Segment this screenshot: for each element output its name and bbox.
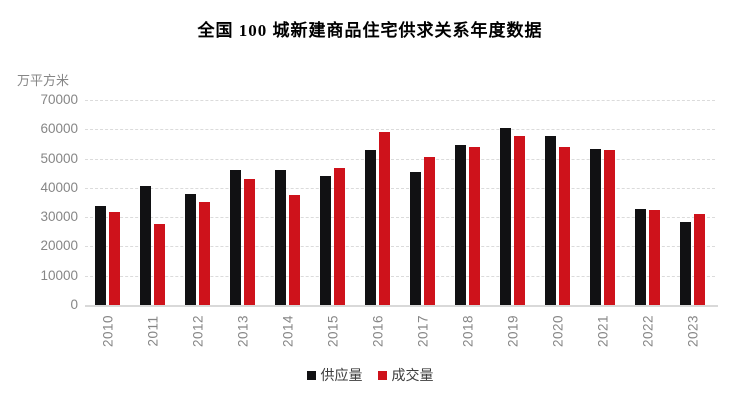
y-axis-unit-label: 万平方米 bbox=[17, 73, 70, 88]
y-tick-label: 50000 bbox=[40, 150, 78, 166]
gridline bbox=[85, 187, 715, 189]
transaction-bar bbox=[289, 195, 300, 305]
x-tick-label: 2013 bbox=[235, 314, 250, 348]
gridline bbox=[85, 158, 715, 160]
bar-group bbox=[220, 100, 265, 305]
transaction-bar bbox=[334, 168, 345, 305]
legend: 供应量 成交量 bbox=[0, 365, 740, 385]
supply-bar bbox=[365, 150, 376, 305]
x-axis-tick-labels: 2010 2011 2012 2013 2014 2015 2016 2017 2018 2019… bbox=[85, 309, 715, 353]
legend-item-transaction: 成交量 bbox=[377, 365, 434, 385]
x-tick-cell: 2011 bbox=[130, 309, 175, 353]
supply-bar bbox=[410, 172, 421, 305]
transaction-bar bbox=[424, 157, 435, 305]
bar-series-container bbox=[85, 100, 715, 305]
supply-bar bbox=[680, 221, 691, 305]
transaction-bar bbox=[469, 147, 480, 305]
transaction-bar bbox=[109, 212, 120, 305]
supply-bar bbox=[500, 128, 511, 305]
x-tick-cell: 2023 bbox=[670, 309, 715, 353]
bar-group bbox=[490, 100, 535, 305]
bar-group bbox=[625, 100, 670, 305]
gridline bbox=[85, 217, 715, 219]
y-tick-label: 10000 bbox=[40, 267, 78, 283]
supply-bar bbox=[320, 176, 331, 305]
x-tick-cell: 2019 bbox=[490, 309, 535, 353]
supply-bar bbox=[95, 205, 106, 305]
bar-group bbox=[355, 100, 400, 305]
y-tick-label: 30000 bbox=[40, 209, 78, 225]
supply-bar bbox=[185, 194, 196, 305]
x-tick-cell: 2012 bbox=[175, 309, 220, 353]
transaction-bar bbox=[154, 224, 165, 305]
x-tick-cell: 2022 bbox=[625, 309, 670, 353]
bar-group bbox=[670, 100, 715, 305]
x-tick-label: 2015 bbox=[325, 314, 340, 348]
x-tick-label: 2014 bbox=[280, 314, 295, 348]
x-tick-label: 2021 bbox=[595, 314, 610, 348]
supply-bar bbox=[275, 170, 286, 305]
y-axis-tick-labels: 0 10000 20000 30000 40000 50000 60000 70000 bbox=[0, 0, 78, 406]
plot-area bbox=[85, 100, 718, 307]
gridline bbox=[85, 129, 715, 131]
x-tick-cell: 2016 bbox=[355, 309, 400, 353]
transaction-bar bbox=[514, 135, 525, 305]
bar-group bbox=[265, 100, 310, 305]
x-tick-label: 2012 bbox=[190, 314, 205, 348]
y-tick-label: 70000 bbox=[40, 92, 78, 107]
x-tick-cell: 2018 bbox=[445, 309, 490, 353]
x-tick-cell: 2010 bbox=[85, 309, 130, 353]
supply-bar bbox=[590, 148, 601, 305]
x-tick-cell: 2020 bbox=[535, 309, 580, 353]
x-tick-cell: 2014 bbox=[265, 309, 310, 353]
supply-bar bbox=[140, 186, 151, 305]
bar-group bbox=[310, 100, 355, 305]
x-tick-label: 2023 bbox=[685, 314, 700, 348]
legend-label: 成交量 bbox=[391, 367, 434, 383]
transaction-bar bbox=[379, 131, 390, 305]
x-tick-cell: 2021 bbox=[580, 309, 625, 353]
chart-title: 全国 100 城新建商品住宅供求关系年度数据 bbox=[197, 21, 543, 40]
transaction-bar bbox=[199, 201, 210, 305]
bar-group bbox=[85, 100, 130, 305]
legend-swatch-icon bbox=[377, 370, 387, 380]
bar-group bbox=[535, 100, 580, 305]
transaction-bar bbox=[649, 210, 660, 305]
x-tick-label: 2022 bbox=[640, 314, 655, 348]
x-tick-cell: 2013 bbox=[220, 309, 265, 353]
x-tick-label: 2018 bbox=[460, 314, 475, 348]
x-tick-cell: 2017 bbox=[400, 309, 445, 353]
x-tick-label: 2016 bbox=[370, 314, 385, 348]
bar-group bbox=[580, 100, 625, 305]
y-tick-label: 60000 bbox=[40, 121, 78, 137]
bar-group bbox=[130, 100, 175, 305]
supply-bar bbox=[635, 208, 646, 305]
y-tick-label: 40000 bbox=[40, 179, 78, 195]
x-tick-label: 2019 bbox=[505, 314, 520, 348]
supply-bar bbox=[545, 135, 556, 305]
y-tick-label: 0 bbox=[70, 297, 78, 312]
x-tick-label: 2020 bbox=[550, 314, 565, 348]
x-tick-cell: 2015 bbox=[310, 309, 355, 353]
bar-group bbox=[445, 100, 490, 305]
x-tick-label: 2011 bbox=[145, 315, 160, 347]
legend-swatch-icon bbox=[306, 370, 316, 380]
transaction-bar bbox=[604, 150, 615, 305]
gridline bbox=[85, 100, 715, 101]
bar-group bbox=[175, 100, 220, 305]
x-tick-label: 2017 bbox=[415, 314, 430, 348]
transaction-bar bbox=[244, 178, 255, 305]
gridline bbox=[85, 275, 715, 277]
x-tick-label: 2010 bbox=[100, 314, 115, 348]
bar-group bbox=[400, 100, 445, 305]
y-tick-label: 20000 bbox=[40, 238, 78, 254]
legend-label: 供应量 bbox=[320, 367, 363, 383]
transaction-bar bbox=[694, 214, 705, 305]
supply-bar bbox=[455, 144, 466, 305]
gridline bbox=[85, 246, 715, 248]
legend-item-supply: 供应量 bbox=[306, 365, 363, 385]
supply-bar bbox=[230, 169, 241, 305]
transaction-bar bbox=[559, 146, 570, 305]
